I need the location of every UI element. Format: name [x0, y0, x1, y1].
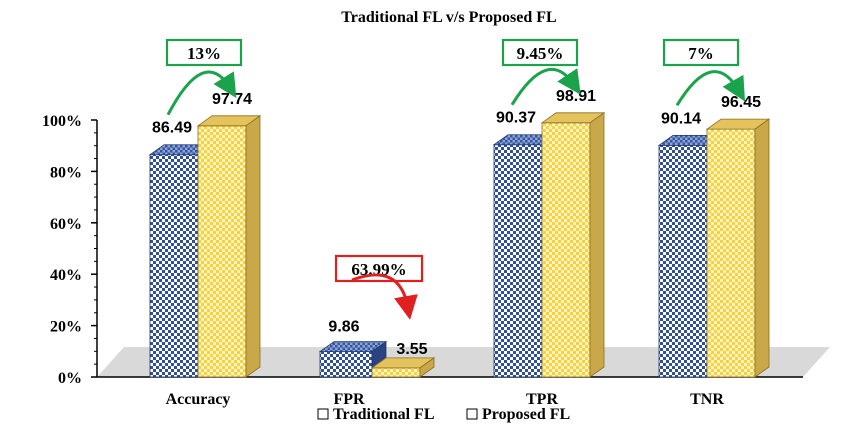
bar-side — [754, 118, 770, 378]
bar-side — [245, 115, 261, 378]
bar-prop-tnr — [705, 118, 771, 378]
bar-side — [589, 112, 605, 378]
bar-face — [149, 154, 199, 378]
y-tick-label: 20% — [50, 319, 82, 336]
legend-swatch-traditional — [317, 408, 329, 420]
legend: Traditional FL Proposed FL — [317, 406, 570, 423]
legend-label-proposed: Proposed FL — [482, 406, 570, 423]
value-label-prop: 97.74 — [212, 91, 252, 108]
value-label-trad: 90.14 — [661, 110, 701, 127]
chart-floor — [97, 347, 830, 377]
y-tick-label: 80% — [50, 164, 82, 181]
y-tick-label: 100% — [42, 113, 82, 130]
bar-face — [706, 128, 756, 378]
bar-prop-accuracy — [196, 115, 262, 378]
legend-swatch-proposed — [466, 408, 478, 420]
value-label-trad: 9.86 — [328, 319, 359, 336]
legend-label-traditional: Traditional FL — [333, 406, 435, 423]
bar-face — [541, 122, 591, 378]
value-label-prop: 96.45 — [721, 94, 761, 111]
change-label: 9.45% — [517, 44, 564, 63]
change-box — [662, 38, 740, 67]
bar-face — [658, 144, 708, 378]
bar-side — [419, 357, 435, 378]
x-tick-label: TPR — [526, 391, 558, 408]
change-label: 13% — [187, 44, 221, 63]
change-box — [334, 254, 424, 283]
change-arrow — [351, 273, 418, 320]
y-tick-label: 0% — [58, 370, 82, 387]
value-label-prop: 3.55 — [396, 341, 427, 358]
y-tick-label: 60% — [50, 216, 82, 233]
change-arrow — [166, 70, 237, 116]
x-tick-label: TNR — [690, 391, 724, 408]
bar-face — [371, 367, 421, 378]
value-label-trad: 86.49 — [152, 120, 192, 137]
bar-prop-tpr — [540, 112, 606, 378]
change-arrow — [510, 67, 581, 106]
y-tick-label: 40% — [50, 267, 82, 284]
value-label-prop: 98.91 — [556, 88, 596, 105]
bar-face — [493, 144, 543, 378]
value-label-trad: 90.37 — [496, 110, 536, 127]
bar-prop-fpr — [370, 357, 436, 378]
change-box — [165, 38, 243, 67]
change-label: 63.99% — [351, 260, 406, 279]
change-label: 7% — [688, 44, 714, 63]
bar-face — [197, 125, 247, 378]
x-tick-label: Accuracy — [166, 391, 231, 408]
chart-title: Traditional FL v/s Proposed FL — [341, 9, 556, 26]
x-tick-label: FPR — [333, 391, 365, 408]
change-arrow — [675, 70, 745, 107]
change-box — [501, 38, 579, 67]
bar-face — [319, 351, 373, 378]
